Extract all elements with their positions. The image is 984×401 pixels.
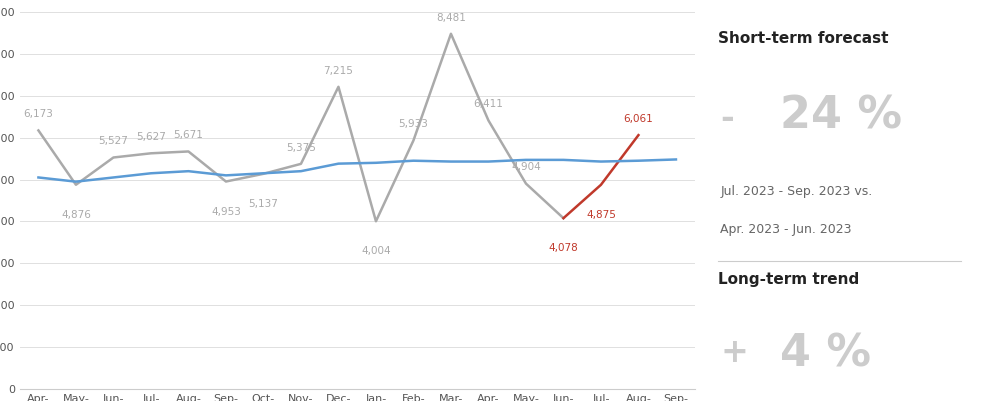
Text: 4,876: 4,876 (61, 210, 91, 220)
Text: 4,904: 4,904 (511, 162, 541, 172)
Text: 4,004: 4,004 (361, 246, 391, 256)
Text: 8,481: 8,481 (436, 13, 465, 22)
Text: 5,933: 5,933 (399, 119, 428, 130)
Text: 6,061: 6,061 (624, 114, 653, 124)
Text: 24 %: 24 % (779, 95, 901, 138)
Text: 5,671: 5,671 (173, 130, 204, 140)
Text: 7,215: 7,215 (324, 66, 353, 76)
Text: 4,875: 4,875 (586, 210, 616, 220)
Text: 6,173: 6,173 (24, 109, 53, 119)
Text: 5,627: 5,627 (136, 132, 166, 142)
Text: 4 %: 4 % (779, 332, 871, 375)
Text: Apr. 2023 - Jun. 2023: Apr. 2023 - Jun. 2023 (720, 223, 852, 236)
Text: 4,078: 4,078 (548, 243, 579, 253)
Text: -: - (720, 103, 734, 136)
Text: 4,953: 4,953 (211, 207, 241, 217)
Text: +: + (720, 336, 748, 369)
Text: 5,137: 5,137 (249, 199, 278, 209)
Text: 6,411: 6,411 (473, 99, 504, 109)
Text: 5,375: 5,375 (286, 143, 316, 153)
Text: Short-term forecast: Short-term forecast (717, 31, 889, 46)
Text: 5,527: 5,527 (98, 136, 128, 146)
Text: Jul. 2023 - Sep. 2023 vs.: Jul. 2023 - Sep. 2023 vs. (720, 185, 873, 198)
Text: Long-term trend: Long-term trend (717, 272, 859, 287)
